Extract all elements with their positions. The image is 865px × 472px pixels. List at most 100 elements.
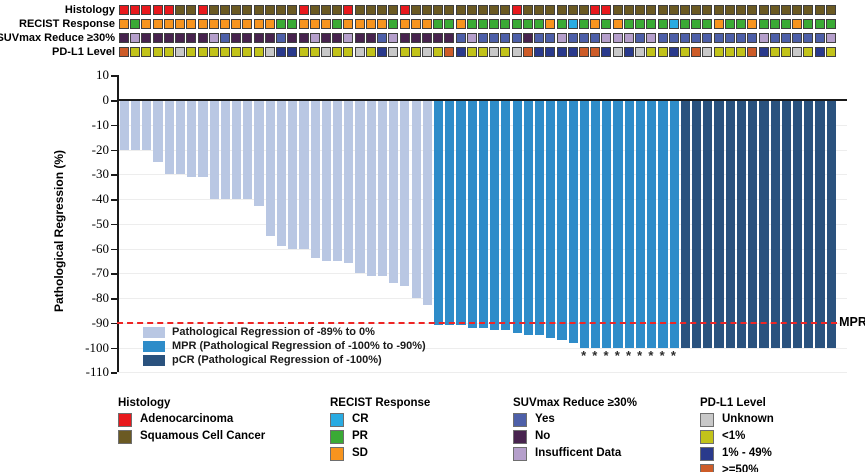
track-cell xyxy=(399,5,410,15)
track-cell xyxy=(590,47,601,57)
track-cell xyxy=(758,33,769,43)
y-tick xyxy=(111,347,117,349)
bar xyxy=(647,100,657,348)
track-cell xyxy=(590,5,601,15)
track-cell xyxy=(590,19,601,29)
track-cell xyxy=(567,5,578,15)
track-cell xyxy=(298,5,309,15)
track-cell xyxy=(320,33,331,43)
bar xyxy=(781,100,791,348)
mpr-threshold-line xyxy=(117,321,838,324)
track-cell xyxy=(500,33,511,43)
y-tick xyxy=(111,223,117,226)
legend-item-label: SD xyxy=(352,447,368,459)
track-cell xyxy=(489,5,500,15)
bar xyxy=(658,100,668,348)
bar xyxy=(456,100,466,326)
track-cell xyxy=(747,5,758,15)
track-cell xyxy=(354,47,365,57)
legend-swatch xyxy=(513,413,527,427)
track-cell xyxy=(466,5,477,15)
track-cell xyxy=(175,33,186,43)
track-cell xyxy=(354,5,365,15)
track-cell xyxy=(545,5,556,15)
bar xyxy=(299,100,309,249)
bar xyxy=(467,100,477,328)
track-cell xyxy=(780,33,791,43)
track-cell xyxy=(466,47,477,57)
track-cell xyxy=(691,33,702,43)
track-cell xyxy=(208,47,219,57)
track-cell xyxy=(354,33,365,43)
track-cell xyxy=(713,19,724,29)
track-cell xyxy=(276,19,287,29)
asterisk-marker: * xyxy=(648,348,654,363)
track-cell xyxy=(657,19,668,29)
bar xyxy=(826,100,836,348)
track-cell xyxy=(152,47,163,57)
bar xyxy=(613,100,623,348)
track-cell xyxy=(455,19,466,29)
track-cell xyxy=(601,47,612,57)
asterisk-marker: * xyxy=(637,348,643,363)
asterisk-marker: * xyxy=(625,348,632,363)
track-cell xyxy=(119,5,129,15)
track-cell xyxy=(119,33,129,43)
track-cell xyxy=(792,47,803,57)
track-cell xyxy=(724,5,735,15)
track-cell xyxy=(197,5,208,15)
track-cell xyxy=(758,5,769,15)
track-cell xyxy=(320,19,331,29)
track-cell xyxy=(377,5,388,15)
track-cell xyxy=(724,33,735,43)
track-cell xyxy=(814,33,825,43)
track-cell xyxy=(163,33,174,43)
y-tick xyxy=(111,124,117,127)
track-cell xyxy=(646,5,657,15)
track-cell xyxy=(421,33,432,43)
track-cell xyxy=(579,47,590,57)
track-cell xyxy=(534,47,545,57)
track-cell xyxy=(152,19,163,29)
y-axis-line xyxy=(117,75,119,372)
track-cell xyxy=(130,5,141,15)
asterisk-marker: * xyxy=(581,348,587,363)
bar xyxy=(534,100,545,336)
track-cell xyxy=(332,5,343,15)
track-cell xyxy=(590,33,601,43)
track-cell xyxy=(343,19,354,29)
track-cell xyxy=(623,47,634,57)
track-cell xyxy=(433,19,444,29)
track-cell xyxy=(500,19,511,29)
bar xyxy=(142,100,152,150)
track-cell xyxy=(511,5,522,15)
bar xyxy=(523,100,533,336)
y-tick xyxy=(111,199,117,201)
track-cell xyxy=(646,47,657,57)
track-cell xyxy=(736,5,747,15)
y-tick-label: -20 xyxy=(91,141,109,157)
track-cell xyxy=(242,19,253,29)
bar xyxy=(725,100,735,348)
track-cell xyxy=(410,5,421,15)
plot-legend-label: MPR (Pathological Regression of -100% to… xyxy=(172,340,426,352)
track-cell xyxy=(421,5,432,15)
track-cell xyxy=(489,33,500,43)
track-cell xyxy=(489,47,500,57)
track-cell xyxy=(713,47,724,57)
track-cell xyxy=(444,47,455,57)
bar xyxy=(198,100,208,177)
track-cell xyxy=(657,33,668,43)
track-cell xyxy=(433,33,444,43)
bar xyxy=(175,100,186,175)
track-cell xyxy=(343,5,354,15)
legend-swatch xyxy=(513,430,527,444)
plot-legend-swatch xyxy=(143,341,165,352)
track-cell xyxy=(792,33,803,43)
track-cell xyxy=(747,33,758,43)
bar xyxy=(815,100,825,348)
track-cell xyxy=(601,33,612,43)
track-cell xyxy=(803,47,814,57)
track-cell xyxy=(478,5,489,15)
track-cell xyxy=(567,19,578,29)
